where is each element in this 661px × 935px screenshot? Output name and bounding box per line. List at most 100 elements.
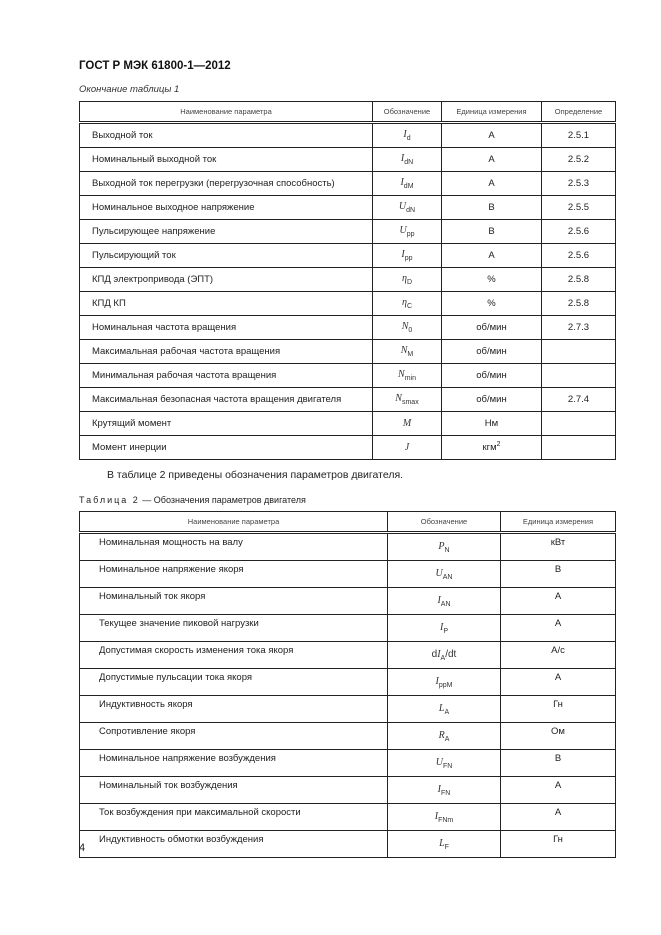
symbol-cell: NM [372, 339, 442, 364]
symbol-cell: LA [387, 695, 501, 723]
definition-ref: 2.5.3 [541, 171, 616, 196]
symbol-cell: IdN [372, 147, 442, 172]
parameter-symbol: Nmin [398, 369, 416, 382]
parameter-symbol: IFNm [434, 810, 454, 824]
parameter-name: Выходной ток [79, 122, 373, 148]
parameter-name: Номинальная мощность на валу [79, 532, 388, 561]
unit-value: Гн [553, 699, 563, 710]
unit-value: А [488, 154, 495, 165]
column-header: Наименование параметра [79, 101, 373, 124]
parameter-symbol: IppM [436, 676, 453, 689]
unit-cell: А [500, 614, 616, 642]
body-paragraph: В таблице 2 приведены обозначения параме… [107, 469, 404, 481]
unit-superscript: 2 [496, 441, 501, 449]
unit-cell: В [500, 749, 616, 777]
table-row: Индуктивность обмотки возбуждения LF Гн [79, 830, 616, 858]
unit-cell: кгм2 [441, 435, 542, 460]
table-1: Наименование параметра Обозначение Едини… [79, 101, 616, 460]
parameter-name: Пульсирующий ток [79, 243, 373, 268]
parameter-symbol: LA [438, 702, 449, 716]
parameter-symbol: IP [439, 621, 448, 635]
parameter-name: Пульсирующее напряжение [79, 219, 373, 244]
symbol-main: I [434, 810, 439, 822]
table1-caption: Окончание таблицы 1 [79, 84, 180, 95]
unit-value: В [488, 226, 495, 237]
symbol-subscript: FNm [438, 816, 454, 824]
parameter-symbol: M [403, 418, 411, 429]
parameter-name: Текущее значение пиковой нагрузки [79, 614, 388, 642]
parameter-name: Максимальная безопасная частота вращения… [79, 387, 373, 412]
symbol-cell: dIA/dt [387, 641, 501, 669]
table-row: Ток возбуждения при максимальной скорост… [79, 803, 616, 831]
table-2: Наименование параметра Обозначение Едини… [79, 511, 616, 858]
unit-value: об/мин [476, 370, 507, 381]
symbol-subscript: pp [404, 255, 413, 262]
parameter-name: Допустимая скорость изменения тока якоря [79, 641, 388, 669]
definition-ref: 2.5.8 [541, 291, 616, 316]
parameter-symbol: IFN [438, 784, 451, 797]
unit-value: В [488, 202, 495, 213]
unit-cell: Ом [500, 722, 616, 750]
parameter-name: Ток возбуждения при максимальной скорост… [79, 803, 388, 831]
unit-cell: % [441, 291, 542, 316]
symbol-cell: Ipp [372, 243, 442, 268]
parameter-symbol: LF [439, 838, 449, 851]
symbol-cell: IdM [372, 171, 442, 196]
parameter-symbol: Upp [399, 225, 414, 238]
definition-ref: 2.5.1 [541, 122, 616, 148]
unit-cell: % [441, 267, 542, 292]
symbol-main: U [398, 201, 407, 212]
unit-value: А [488, 178, 495, 189]
parameter-name: Максимальная рабочая частота вращения [79, 339, 373, 364]
unit-cell: об/мин [441, 363, 542, 388]
table-row: Максимальная рабочая частота вращения NM о… [79, 339, 616, 364]
symbol-suffix: /dt [445, 648, 457, 660]
symbol-subscript: F [444, 843, 449, 851]
symbol-main: I [439, 621, 444, 633]
parameter-symbol: Ipp [401, 249, 413, 262]
symbol-subscript: A [440, 654, 446, 662]
symbol-cell: ηD [372, 267, 442, 292]
table-row: Номинальная мощность на валу PN кВт [79, 532, 616, 561]
unit-value: % [487, 298, 496, 309]
symbol-cell: M [372, 411, 442, 436]
symbol-main: I [403, 129, 407, 140]
table-row: Текущее значение пиковой нагрузки IP А [79, 614, 616, 642]
parameter-name: Индуктивность якоря [79, 695, 388, 723]
unit-value: Ом [551, 726, 565, 737]
parameter-name: Номинальный ток возбуждения [79, 776, 388, 804]
parameter-name: Индуктивность обмотки возбуждения [79, 830, 388, 858]
unit-value: % [487, 274, 496, 285]
symbol-cell: UFN [387, 749, 501, 777]
symbol-subscript: smax [401, 399, 419, 406]
definition-ref: 2.7.4 [541, 387, 616, 412]
symbol-main: I [400, 153, 405, 164]
definition-ref: 2.5.6 [541, 243, 616, 268]
parameter-symbol: UFN [436, 757, 453, 770]
symbol-main: I [400, 177, 404, 188]
table-row: Сопротивление якоря RA Ом [79, 722, 616, 750]
table-row: Номинальное напряжение возбуждения UFN В [79, 749, 616, 777]
column-header: Наименование параметра [79, 511, 388, 534]
parameter-name: Номинальный ток якоря [79, 587, 388, 615]
table-row: Номинальный ток якоря IAN А [79, 587, 616, 615]
parameter-name: Сопротивление якоря [79, 722, 388, 750]
table-row: Выходной ток Id А 2.5.1 [79, 122, 616, 148]
unit-value: А/с [551, 645, 565, 656]
parameter-symbol: Nsmax [395, 393, 419, 406]
symbol-main: η [401, 297, 407, 308]
column-header: Обозначение [372, 101, 442, 124]
unit-cell: Гн [500, 695, 616, 723]
symbol-subscript: M [407, 351, 414, 358]
unit-cell: А [500, 668, 616, 696]
column-header: Обозначение [387, 511, 501, 534]
definition-ref [541, 435, 616, 460]
definition-ref [541, 339, 616, 364]
table-row: Пульсирующий ток Ipp А 2.5.6 [79, 243, 616, 268]
symbol-main: η [401, 273, 407, 284]
unit-value: Гн [553, 834, 563, 845]
symbol-subscript: d [406, 135, 411, 142]
symbol-main: L [438, 702, 445, 714]
symbol-main: J [404, 442, 410, 453]
